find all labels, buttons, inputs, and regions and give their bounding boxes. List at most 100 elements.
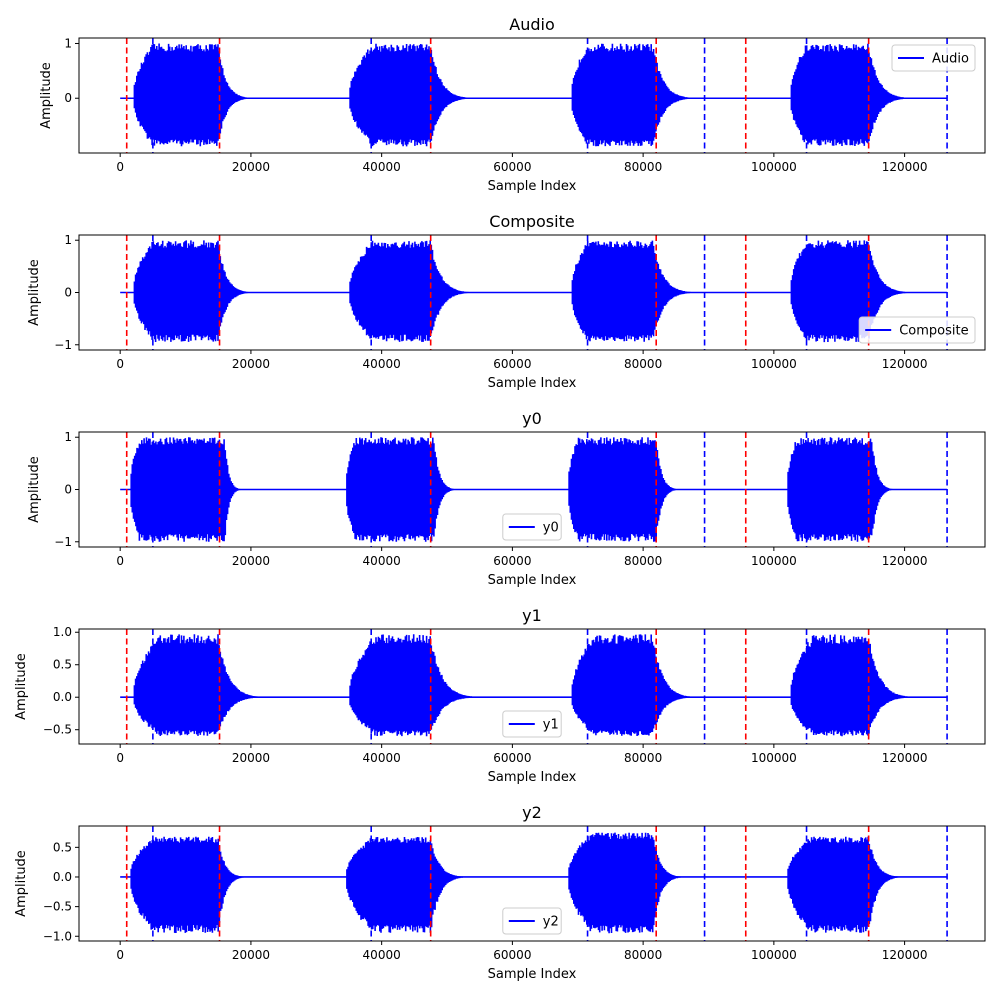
legend-label: y0 <box>543 521 559 536</box>
y-axis-label: Amplitude <box>27 456 42 523</box>
legend: y0 <box>502 513 562 541</box>
x-tick-label: 120000 <box>882 751 928 765</box>
x-tick-label: 60000 <box>493 357 531 371</box>
plot-area <box>120 826 948 941</box>
x-tick-label: 100000 <box>751 948 797 962</box>
y-tick-label: −1 <box>54 338 72 352</box>
legend-label: Audio <box>932 52 969 67</box>
x-axis-label: Sample Index <box>488 573 577 588</box>
y-axis-label: Amplitude <box>39 62 54 129</box>
x-tick-label: 100000 <box>751 751 797 765</box>
x-tick-label: 20000 <box>232 357 270 371</box>
x-tick-label: 0 <box>116 160 124 174</box>
x-tick-label: 0 <box>116 948 124 962</box>
chart-title: y0 <box>522 409 542 428</box>
x-tick-label: 80000 <box>624 751 662 765</box>
y-tick-label: 1 <box>64 430 72 444</box>
x-axis-label: Sample Index <box>488 770 577 785</box>
x-tick-label: 20000 <box>232 948 270 962</box>
legend-box <box>891 44 976 72</box>
y-tick-label: −1.0 <box>43 929 72 943</box>
waveform-burst-3 <box>571 43 702 147</box>
x-tick-label: 0 <box>116 751 124 765</box>
waveform-burst-2 <box>349 240 478 342</box>
subplot-Audio: 0 20000 40000 60000 80000 100000 120000 0 1 Audio… <box>39 15 986 194</box>
waveform-burst-2 <box>346 837 473 933</box>
x-tick-label: 100000 <box>751 160 797 174</box>
subplot-y0: 0 20000 40000 60000 80000 100000 120000 −1 0 1 y0 S… <box>27 409 986 588</box>
subplot-Composite: 0 20000 40000 60000 80000 100000 120000 −1 0 1 Com… <box>27 212 986 391</box>
y-tick-label: 0.0 <box>53 870 72 884</box>
waveform-burst-2 <box>349 43 480 147</box>
legend-label: Composite <box>899 324 968 339</box>
x-tick-label: 20000 <box>232 554 270 568</box>
x-tick-label: 40000 <box>363 160 401 174</box>
x-axis-label: Sample Index <box>488 179 577 194</box>
waveform-burst-1 <box>133 634 270 736</box>
y-tick-label: 1 <box>64 36 72 50</box>
y-tick-label: 0 <box>64 483 72 497</box>
waveform-burst-4 <box>787 836 907 933</box>
x-tick-label: 80000 <box>624 948 662 962</box>
plot-area <box>120 432 948 547</box>
y-axis-label: Amplitude <box>27 259 42 326</box>
chart-title: Composite <box>489 212 574 231</box>
x-tick-label: 60000 <box>493 751 531 765</box>
x-tick-label: 0 <box>116 554 124 568</box>
y-tick-label: 0 <box>64 286 72 300</box>
legend: y2 <box>502 907 562 935</box>
plot-area <box>120 235 948 350</box>
y-tick-label: 0.5 <box>53 658 72 672</box>
y-tick-label: 0 <box>64 91 72 105</box>
waveform-burst-1 <box>133 43 258 147</box>
waveform-burst-1 <box>130 836 250 933</box>
y-tick-label: −1 <box>54 535 72 549</box>
legend-box <box>858 316 976 344</box>
waveform-burst-3 <box>568 832 688 934</box>
x-tick-label: 100000 <box>751 357 797 371</box>
y-tick-label: −0.5 <box>43 723 72 737</box>
waveform-burst-4 <box>790 634 920 737</box>
legend-label: y2 <box>543 915 559 930</box>
x-tick-label: 120000 <box>882 948 928 962</box>
y-tick-label: 0.5 <box>53 840 72 854</box>
x-tick-label: 0 <box>116 357 124 371</box>
chart-title: y2 <box>522 803 542 822</box>
legend: Composite <box>858 316 976 344</box>
chart-title: y1 <box>522 606 542 625</box>
x-tick-label: 40000 <box>363 751 401 765</box>
subplot-y2: 0 20000 40000 60000 80000 100000 120000 −1.0 −0.… <box>14 803 986 982</box>
y-tick-label: 1.0 <box>53 625 72 639</box>
subplot-y1: 0 20000 40000 60000 80000 100000 120000 −0.5 0.0… <box>14 606 986 785</box>
x-tick-label: 100000 <box>751 554 797 568</box>
legend: Audio <box>891 44 976 72</box>
y-axis-label: Amplitude <box>14 850 29 917</box>
x-tick-label: 120000 <box>882 554 928 568</box>
x-tick-label: 80000 <box>624 160 662 174</box>
legend: y1 <box>502 710 562 738</box>
plot-area <box>120 38 948 153</box>
y-tick-label: 1 <box>64 233 72 247</box>
waveform-burst-2 <box>349 634 484 737</box>
x-tick-label: 40000 <box>363 948 401 962</box>
y-tick-label: −0.5 <box>43 900 72 914</box>
chart-title: Audio <box>509 15 554 34</box>
x-tick-label: 40000 <box>363 554 401 568</box>
x-tick-label: 20000 <box>232 160 270 174</box>
axes-frame <box>78 628 986 745</box>
x-tick-label: 120000 <box>882 160 928 174</box>
waveform-burst-1 <box>133 240 257 342</box>
waveform-burst-3 <box>571 634 701 736</box>
x-axis-label: Sample Index <box>488 967 577 982</box>
waveform-burst-3 <box>571 240 701 342</box>
axes-frame <box>78 37 986 154</box>
plot-area <box>120 629 948 744</box>
axes-frame <box>78 825 986 942</box>
y-tick-label: 0.0 <box>53 690 72 704</box>
legend-label: y1 <box>543 718 559 733</box>
x-tick-label: 120000 <box>882 357 928 371</box>
x-axis-label: Sample Index <box>488 376 577 391</box>
x-tick-label: 80000 <box>624 357 662 371</box>
x-tick-label: 60000 <box>493 160 531 174</box>
